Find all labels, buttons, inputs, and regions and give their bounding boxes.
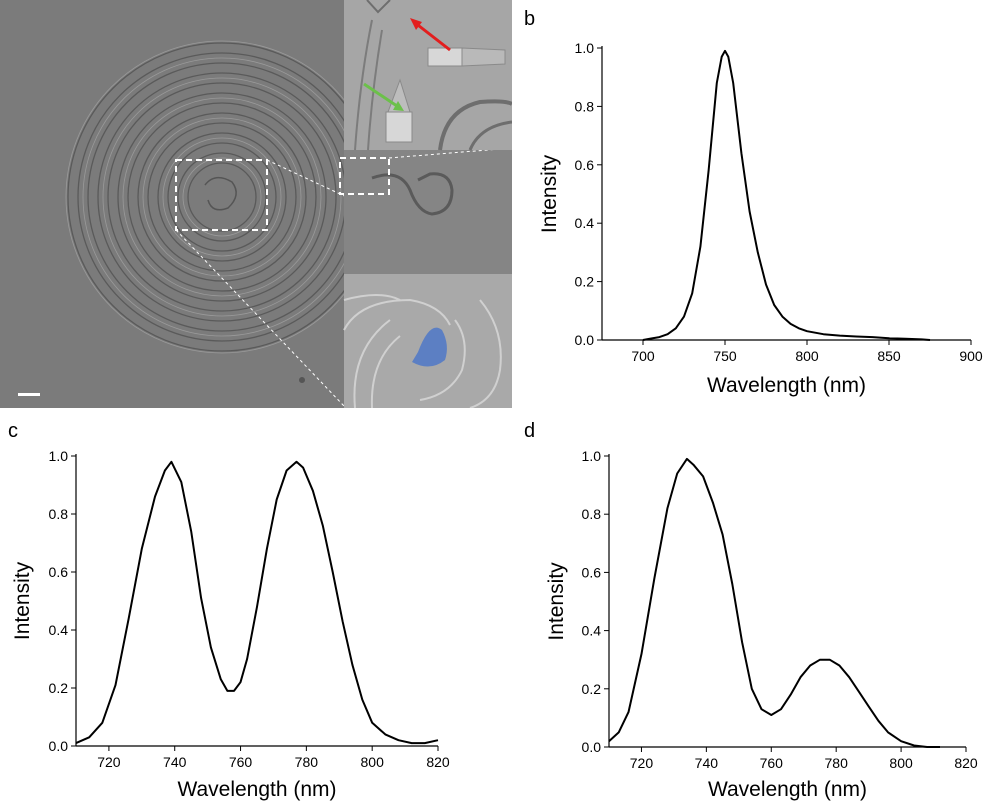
zoom-box-waveguide — [339, 157, 390, 195]
x-axis-label: Wavelength (nm) — [707, 374, 866, 397]
x-tick-label: 720 — [97, 754, 121, 770]
x-tick-label: 800 — [889, 755, 913, 771]
y-axis-label: Intensity — [545, 562, 568, 641]
y-tick-label: 0.8 — [582, 506, 602, 522]
zoom-line-center — [175, 229, 345, 407]
x-axis-label: Wavelength (nm) — [708, 778, 867, 801]
series-line — [642, 49, 931, 341]
x-tick-label: 800 — [361, 754, 385, 770]
y-tick-label: 0.6 — [575, 157, 595, 173]
scale-bar — [18, 393, 40, 396]
x-tick-label: 700 — [631, 348, 655, 364]
blue-region — [412, 327, 447, 367]
y-tick-label: 0.8 — [49, 506, 69, 522]
x-tick-label: 720 — [630, 755, 654, 771]
x-tick-label: 750 — [713, 348, 737, 364]
x-tick-label: 800 — [795, 348, 819, 364]
inset-bottom — [343, 274, 512, 408]
micrograph-panel — [0, 0, 512, 408]
y-tick-label: 0.2 — [582, 681, 602, 697]
y-tick-label: 0.2 — [575, 274, 595, 290]
y-tick-label: 0.0 — [575, 332, 595, 348]
y-tick-label: 0.8 — [575, 98, 595, 114]
x-tick-label: 740 — [695, 755, 719, 771]
waveguide-loop — [371, 172, 454, 216]
y-tick-label: 0.2 — [49, 680, 69, 696]
chart-c: 0.0 0.2 0.4 0.6 0.8 1.0 720 740 760 780 800 820 Inte… — [11, 448, 450, 801]
series-line — [75, 460, 439, 745]
y-tick-label: 0.4 — [49, 622, 69, 638]
chart-d: 0.0 0.2 0.4 0.6 0.8 1.0 720 740 760 780 800 820 Inte… — [545, 448, 978, 801]
x-tick-label: 900 — [959, 348, 983, 364]
y-tick-label: 0.4 — [575, 215, 595, 231]
panel-label-c: c — [8, 420, 18, 442]
series-line — [608, 457, 940, 748]
debris-particle — [299, 377, 305, 383]
green-arrow-icon — [363, 82, 401, 110]
y-tick-label: 0.0 — [582, 739, 602, 755]
x-tick-label: 760 — [229, 754, 253, 770]
x-tick-label: 820 — [954, 755, 978, 771]
x-tick-label: 780 — [295, 754, 319, 770]
green-arrow-head-icon — [393, 101, 404, 111]
zoom-box-center — [175, 159, 268, 231]
chart-b: 0.0 0.2 0.4 0.6 0.8 1.0 700 750 800 850 900 Intensi… — [538, 40, 983, 397]
y-axis-label: Intensity — [538, 154, 561, 233]
y-tick-label: 1.0 — [582, 448, 602, 464]
red-arrow-head-icon — [410, 18, 422, 30]
spiral-center — [204, 176, 237, 211]
y-tick-label: 1.0 — [49, 448, 69, 464]
x-tick-label: 850 — [877, 348, 901, 364]
y-tick-label: 0.4 — [582, 623, 602, 639]
x-axis-label: Wavelength (nm) — [177, 778, 336, 801]
x-tick-label: 780 — [825, 755, 849, 771]
panel-label-d: d — [524, 420, 536, 442]
x-tick-label: 740 — [163, 754, 187, 770]
y-tick-label: 1.0 — [575, 40, 595, 56]
x-tick-label: 820 — [426, 754, 450, 770]
panel-label-b: b — [524, 8, 536, 30]
y-tick-label: 0.6 — [49, 564, 69, 580]
y-tick-label: 0.6 — [582, 564, 602, 580]
red-arrow-icon — [413, 20, 451, 52]
x-tick-label: 760 — [760, 755, 784, 771]
inset-top — [344, 0, 512, 151]
y-tick-label: 0.0 — [49, 738, 69, 754]
y-axis-label: Intensity — [11, 561, 34, 640]
